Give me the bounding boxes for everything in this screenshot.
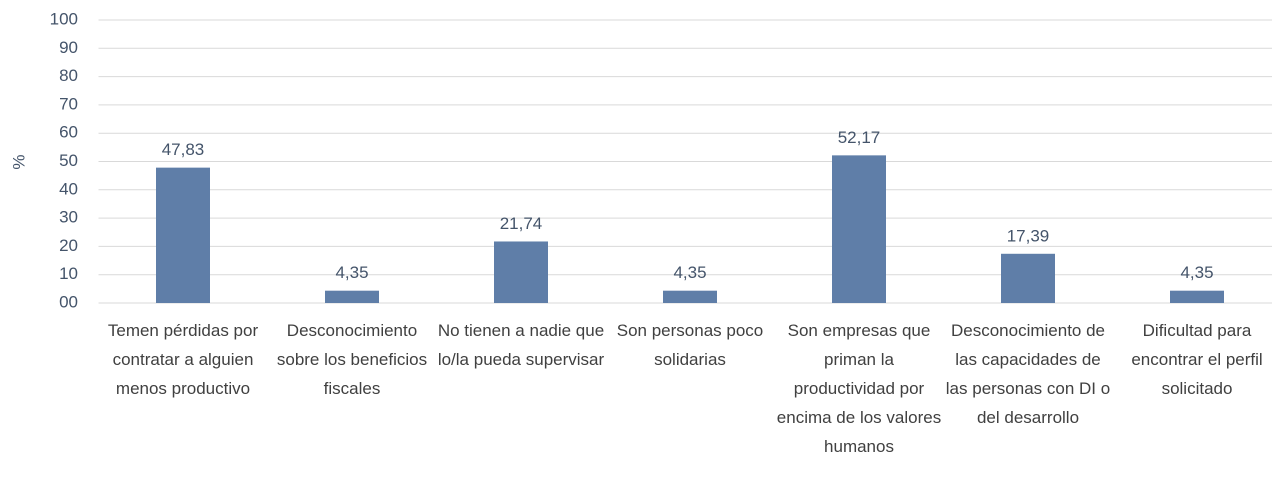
x-tick-label: No tienen a nadie que lo/la pueda superv… <box>437 321 605 369</box>
y-tick-label: 30 <box>59 208 78 227</box>
x-tick-label: Desconocimiento sobre los beneficios fis… <box>276 321 428 398</box>
bar <box>832 155 886 303</box>
x-tick-label: Temen pérdidas por contratar a alguien m… <box>107 321 259 398</box>
data-label: 4,35 <box>673 263 706 282</box>
y-tick-label: 60 <box>59 123 78 142</box>
x-tick-label: Desconocimiento de las capacidades de la… <box>945 321 1111 427</box>
data-label: 52,17 <box>838 128 881 147</box>
data-label: 4,35 <box>335 263 368 282</box>
x-tick-label: Son personas poco solidarias <box>616 321 764 369</box>
bar <box>494 241 548 303</box>
x-tick-label: Son empresas que priman la productividad… <box>776 321 942 456</box>
y-tick-label: 100 <box>50 9 78 28</box>
bar <box>1001 253 1055 303</box>
bar <box>325 290 379 303</box>
data-label: 21,74 <box>500 214 543 233</box>
y-tick-label: 20 <box>59 236 78 255</box>
y-tick-label: 50 <box>59 151 78 170</box>
y-axis-label: % <box>9 154 28 169</box>
y-tick-label: 70 <box>59 94 78 113</box>
y-tick-label: 40 <box>59 179 78 198</box>
bar <box>1170 290 1224 303</box>
y-tick-label: 00 <box>59 292 78 311</box>
x-tick-label: Dificultad para encontrar el perfil soli… <box>1131 321 1263 398</box>
y-tick-label: 90 <box>59 38 78 57</box>
data-label: 4,35 <box>1180 263 1213 282</box>
bar <box>663 290 717 303</box>
y-tick-label: 80 <box>59 66 78 85</box>
y-tick-label: 10 <box>59 264 78 283</box>
data-label: 47,83 <box>162 140 205 159</box>
data-label: 17,39 <box>1007 226 1050 245</box>
bar <box>156 167 210 303</box>
